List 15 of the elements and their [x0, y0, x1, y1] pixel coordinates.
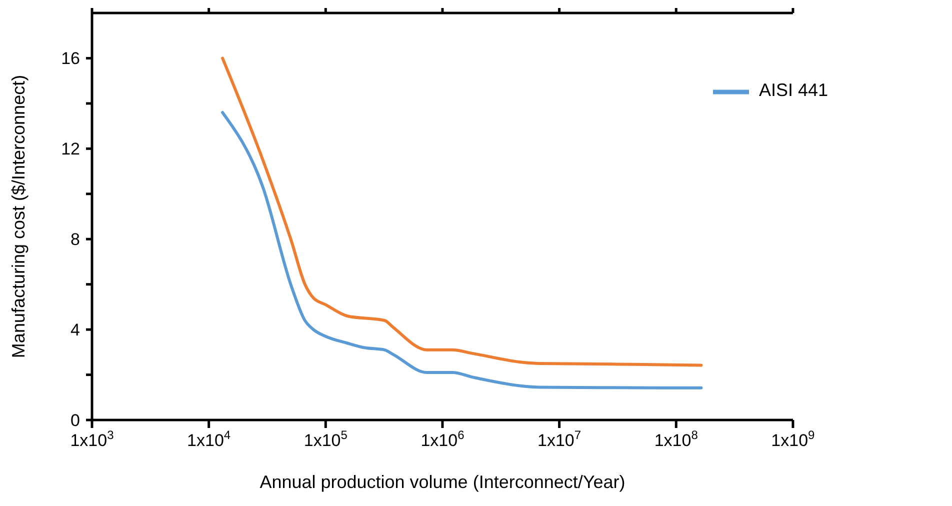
x-tick-label: 1x10$^{5}$: [304, 428, 348, 450]
y-tick-label: 4: [70, 320, 80, 340]
y-tick-label: 16: [61, 49, 80, 68]
y-tick-label: 8: [70, 230, 80, 250]
x-tick-label: 1x10$^{3}$: [70, 428, 114, 450]
x-axis-title: Annual production volume (Interconnect/Year): [260, 472, 626, 492]
legend-label: AISI 441: [758, 80, 828, 100]
y-axis-title: Manufacturing cost ($/Interconnect): [8, 74, 28, 358]
x-tick-label: 1x10$^{6}$: [420, 428, 465, 450]
y-tick-label: 12: [61, 140, 80, 159]
y-tick-label: 0: [70, 411, 80, 430]
x-tick-label: 1x10$^{7}$: [538, 428, 582, 450]
x-tick-label: 1x10$^{9}$: [771, 428, 816, 450]
x-tick-label: 1x10$^{4}$: [187, 428, 231, 450]
x-tick-label: 1x10$^{8}$: [654, 428, 698, 450]
